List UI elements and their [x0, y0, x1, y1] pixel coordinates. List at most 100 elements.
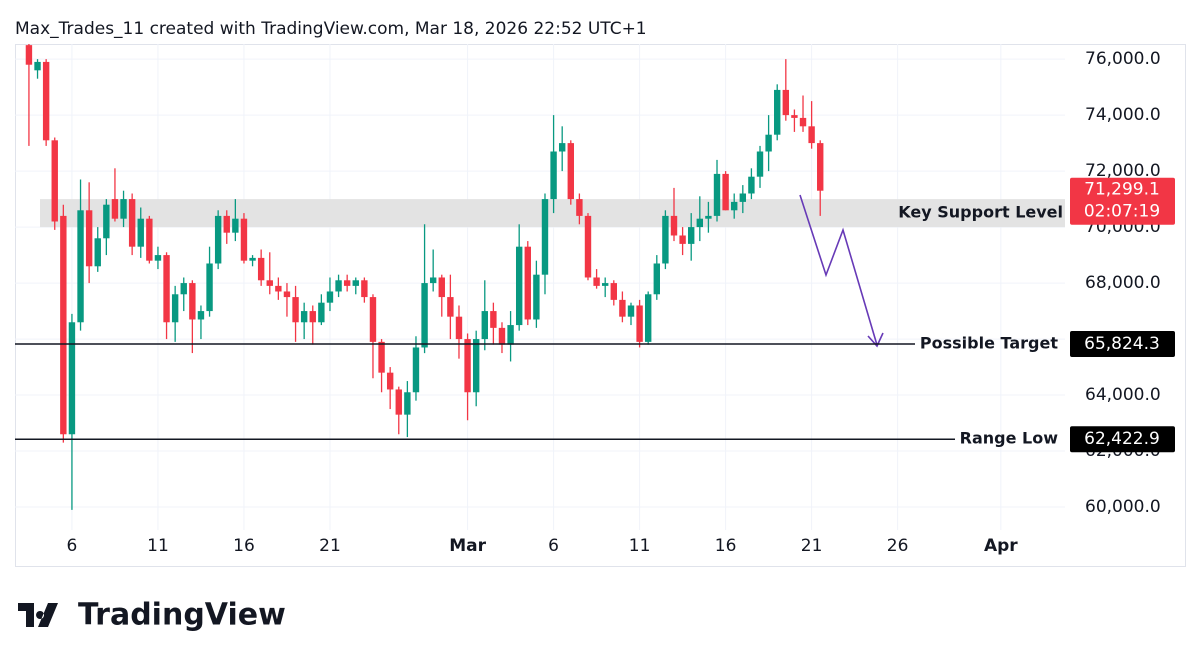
- x-tick-label: 6: [67, 536, 78, 556]
- candle-body: [378, 341, 385, 373]
- support-zone-layer: Key Support Level: [40, 199, 1065, 228]
- candle-body: [679, 235, 686, 244]
- candle-body: [627, 305, 635, 317]
- candle-body: [395, 389, 402, 415]
- candle-body: [51, 140, 58, 222]
- candle-body: [309, 311, 316, 323]
- candle-body: [653, 263, 661, 295]
- level-label: Possible Target: [920, 333, 1058, 352]
- x-tick-label: Apr: [984, 536, 1018, 556]
- candle-body: [343, 280, 351, 286]
- candle-body: [739, 193, 747, 202]
- candle-body: [257, 257, 265, 281]
- candle-body: [206, 263, 213, 312]
- candle-body: [25, 45, 33, 65]
- candle-body: [481, 311, 488, 340]
- candle-body: [266, 280, 273, 286]
- candle-body: [567, 143, 574, 200]
- candle-body: [464, 339, 471, 393]
- candle-body: [352, 280, 359, 286]
- candle-body: [782, 89, 790, 116]
- grid: 60,000.062,000.064,000.066,000.068,000.0…: [15, 44, 1161, 556]
- candle-body: [636, 305, 643, 342]
- candle-body: [472, 339, 480, 393]
- candle-body: [756, 151, 764, 177]
- candle-body: [584, 215, 592, 278]
- candle-body: [670, 215, 678, 236]
- x-tick-label: 16: [233, 536, 255, 556]
- candle-body: [386, 372, 394, 390]
- x-tick-label: 11: [629, 536, 651, 556]
- candle-body: [232, 218, 239, 233]
- candle-body: [412, 347, 420, 393]
- candle-body: [498, 327, 506, 345]
- candle-body: [189, 283, 196, 320]
- logo-icon: [18, 603, 58, 627]
- y-tick-label: 76,000.0: [1085, 49, 1161, 69]
- candle-body: [421, 283, 428, 348]
- candle-body: [490, 311, 497, 328]
- chart-frame: [15, 44, 1186, 567]
- candle-body: [300, 311, 308, 323]
- candle-body: [60, 215, 67, 435]
- candle-body: [103, 204, 110, 239]
- candle-body: [722, 173, 729, 211]
- candle-body: [550, 151, 557, 200]
- header: Max_Trades_11 created with TradingView.c…: [15, 19, 647, 39]
- zone-label: Key Support Level: [898, 203, 1063, 222]
- candle-body: [335, 280, 342, 292]
- candles: [25, 44, 824, 510]
- candle-body: [318, 302, 325, 323]
- candle-body: [429, 277, 437, 284]
- candle-body: [77, 210, 84, 323]
- candle-body: [601, 283, 609, 286]
- candle-body: [748, 176, 755, 194]
- candle-body: [94, 238, 101, 267]
- levels: Possible Target 65,824.3 Range Low 62,422.9…: [15, 177, 1175, 453]
- candle-body: [688, 227, 695, 244]
- candle-body: [42, 61, 50, 141]
- candle-body: [137, 218, 144, 247]
- candle-body: [774, 89, 781, 135]
- y-tick-label: 60,000.0: [1085, 497, 1161, 517]
- candle-body: [68, 322, 76, 435]
- candle-body: [154, 255, 162, 261]
- x-tick-label: 26: [887, 536, 909, 556]
- x-tick-label: 11: [147, 536, 169, 556]
- y-tick-label: 64,000.0: [1085, 385, 1161, 405]
- candle-body: [808, 126, 815, 144]
- y-tick-label: 74,000.0: [1085, 105, 1161, 125]
- x-tick-label: 21: [801, 536, 823, 556]
- candle-body: [197, 311, 205, 320]
- candle-body: [447, 297, 454, 317]
- candle-body: [171, 294, 179, 323]
- candle-body: [369, 297, 377, 342]
- candle-body: [817, 143, 824, 191]
- x-tick-label: 6: [548, 536, 559, 556]
- candle-body: [455, 316, 463, 340]
- candle-body: [85, 210, 93, 267]
- candle-body: [644, 294, 652, 342]
- candle-body: [593, 277, 600, 286]
- candle-body: [541, 199, 549, 275]
- price-tag: [1070, 426, 1175, 453]
- candle-body: [576, 199, 583, 216]
- last-price-tag: [1070, 177, 1175, 225]
- candle-body: [404, 392, 411, 415]
- projection-arrow: [799, 194, 878, 346]
- candle-body: [533, 274, 540, 320]
- y-tick-label: 68,000.0: [1085, 273, 1161, 293]
- candle-body: [713, 173, 721, 216]
- candle-body: [619, 299, 626, 317]
- x-tick-label: Mar: [449, 536, 486, 556]
- candle-body: [292, 297, 299, 323]
- candle-body: [249, 257, 256, 261]
- candle-body: [120, 199, 127, 219]
- candle-body: [275, 285, 282, 292]
- x-tick-label: 21: [319, 536, 341, 556]
- candle-body: [524, 246, 531, 320]
- candle-body: [731, 201, 738, 211]
- candle-body: [662, 215, 669, 264]
- candle-body: [326, 291, 334, 303]
